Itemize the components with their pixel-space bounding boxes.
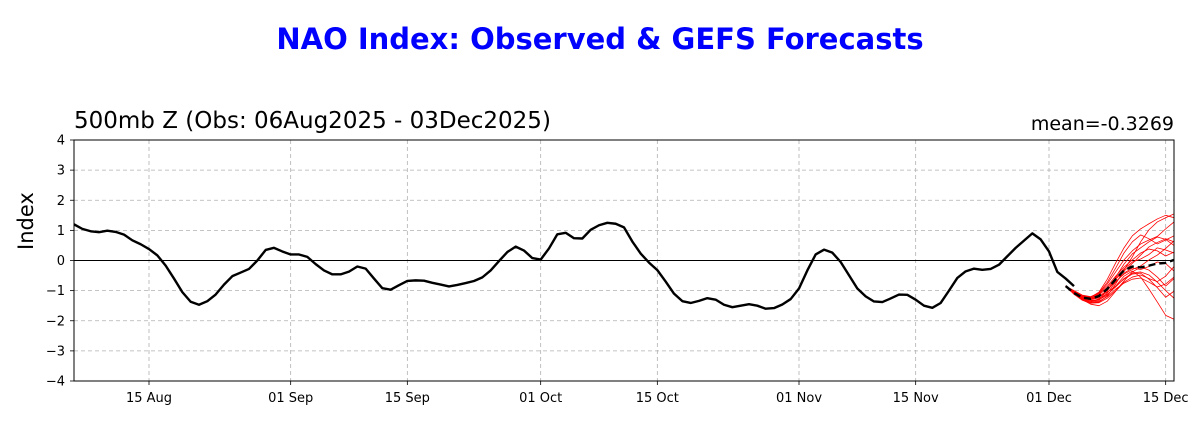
chart-subtitle: 500mb Z (Obs: 06Aug2025 - 03Dec2025) [74, 108, 551, 134]
plot-frame [73, 139, 1175, 382]
forecast-member-line [1065, 240, 1174, 300]
series-group [74, 213, 1174, 320]
mean-annotation: mean=-0.3269 [1030, 113, 1174, 135]
x-tick-label: 15 Sep [385, 391, 430, 406]
forecast-member-line [1065, 236, 1174, 302]
forecast-member-line [1065, 221, 1174, 298]
forecast-member-line [1065, 214, 1174, 298]
x-tick-label: 01 Oct [519, 391, 562, 406]
forecast-member-line [1065, 213, 1174, 304]
y-tick-label: −3 [46, 344, 65, 359]
x-tick-label: 01 Nov [776, 391, 822, 406]
y-tick-label: 3 [57, 164, 65, 179]
x-tick-label: 15 Aug [126, 391, 172, 406]
x-tick-label: 15 Oct [636, 391, 679, 406]
y-tick-label: −1 [46, 284, 65, 299]
y-tick-label: 4 [57, 134, 65, 149]
y-tick-label: −2 [46, 314, 65, 329]
ensemble-mean-line [1064, 258, 1174, 300]
y-tick-label: −4 [46, 375, 65, 390]
x-tick-label: 01 Sep [268, 391, 313, 406]
y-tick-label: 1 [57, 224, 65, 239]
observed-line [74, 221, 1075, 310]
y-tick-label: 2 [57, 194, 65, 209]
x-tick-label: 15 Dec [1143, 391, 1189, 406]
forecast-member-line [1065, 276, 1174, 303]
forecast-member-line [1065, 271, 1174, 300]
x-tick-label: 01 Dec [1026, 391, 1072, 406]
x-tick-label: 15 Nov [893, 391, 939, 406]
chart-title: NAO Index: Observed & GEFS Forecasts [276, 22, 924, 56]
y-tick-label: 0 [57, 254, 65, 269]
